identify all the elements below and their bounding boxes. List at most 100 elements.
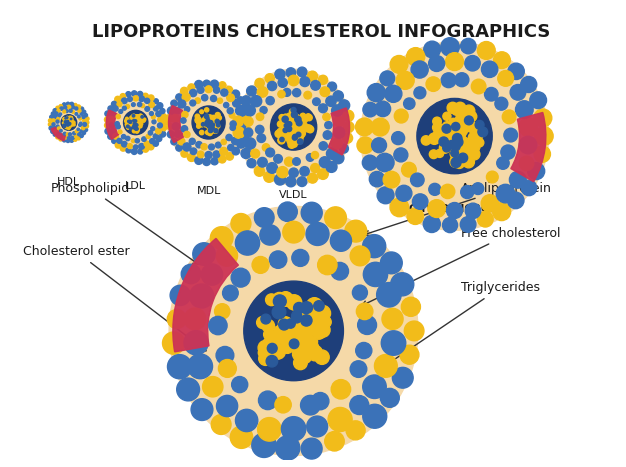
Circle shape xyxy=(69,121,71,123)
Circle shape xyxy=(441,38,459,56)
Circle shape xyxy=(127,120,130,123)
Circle shape xyxy=(244,138,256,149)
Circle shape xyxy=(213,127,218,131)
Circle shape xyxy=(70,102,74,106)
Circle shape xyxy=(279,137,284,142)
Circle shape xyxy=(105,92,166,153)
Circle shape xyxy=(290,323,302,335)
Circle shape xyxy=(299,304,310,316)
Circle shape xyxy=(210,119,215,124)
Circle shape xyxy=(214,129,218,133)
Circle shape xyxy=(68,120,70,123)
Circle shape xyxy=(136,128,140,132)
Circle shape xyxy=(434,130,443,139)
Circle shape xyxy=(301,302,312,313)
Circle shape xyxy=(535,127,553,145)
Circle shape xyxy=(132,121,136,125)
Circle shape xyxy=(195,98,200,103)
Circle shape xyxy=(269,251,287,269)
Circle shape xyxy=(171,100,177,106)
Circle shape xyxy=(207,117,212,121)
Circle shape xyxy=(71,111,74,113)
Circle shape xyxy=(136,126,140,129)
Circle shape xyxy=(286,319,295,328)
Circle shape xyxy=(131,91,137,96)
Circle shape xyxy=(204,121,208,126)
Circle shape xyxy=(289,109,295,114)
Circle shape xyxy=(188,354,213,379)
Circle shape xyxy=(49,115,53,119)
Circle shape xyxy=(481,195,498,212)
Circle shape xyxy=(466,121,477,133)
Circle shape xyxy=(83,119,86,122)
Circle shape xyxy=(285,323,297,335)
Circle shape xyxy=(116,124,120,129)
Circle shape xyxy=(69,109,72,113)
Circle shape xyxy=(200,122,204,127)
Circle shape xyxy=(290,340,304,353)
Circle shape xyxy=(254,208,274,227)
Circle shape xyxy=(218,360,236,377)
Circle shape xyxy=(205,115,210,120)
Circle shape xyxy=(203,116,207,120)
Circle shape xyxy=(67,124,69,126)
Circle shape xyxy=(453,134,462,143)
Circle shape xyxy=(68,133,71,136)
Circle shape xyxy=(207,119,210,123)
Circle shape xyxy=(135,119,138,122)
Circle shape xyxy=(144,141,150,147)
Circle shape xyxy=(283,88,291,96)
Circle shape xyxy=(282,127,288,134)
Circle shape xyxy=(292,134,297,139)
Text: Apolipoprotein: Apolipoprotein xyxy=(364,182,552,235)
Circle shape xyxy=(449,127,461,138)
Circle shape xyxy=(328,408,352,432)
Circle shape xyxy=(68,120,71,123)
Circle shape xyxy=(116,102,156,142)
Circle shape xyxy=(73,121,75,123)
Circle shape xyxy=(232,90,240,98)
Circle shape xyxy=(126,126,130,129)
Circle shape xyxy=(295,116,301,122)
Circle shape xyxy=(215,304,230,319)
Circle shape xyxy=(181,150,188,157)
Circle shape xyxy=(519,118,538,136)
Circle shape xyxy=(236,69,351,185)
Circle shape xyxy=(442,122,452,132)
Circle shape xyxy=(134,123,137,127)
Circle shape xyxy=(449,130,461,142)
Circle shape xyxy=(230,125,235,130)
Circle shape xyxy=(319,142,327,150)
Circle shape xyxy=(339,100,350,111)
Circle shape xyxy=(69,120,71,121)
Circle shape xyxy=(394,148,408,162)
Circle shape xyxy=(54,112,58,115)
Circle shape xyxy=(66,120,68,122)
Circle shape xyxy=(233,99,240,107)
Circle shape xyxy=(229,113,235,118)
Circle shape xyxy=(202,123,205,126)
Circle shape xyxy=(459,107,468,115)
Circle shape xyxy=(71,121,73,123)
Circle shape xyxy=(193,243,215,265)
Circle shape xyxy=(139,114,142,117)
Circle shape xyxy=(290,323,302,334)
Circle shape xyxy=(296,120,302,126)
Circle shape xyxy=(195,119,200,123)
Circle shape xyxy=(165,115,173,122)
Circle shape xyxy=(65,123,67,125)
Circle shape xyxy=(278,202,297,221)
Circle shape xyxy=(295,315,307,328)
Circle shape xyxy=(111,101,116,106)
Circle shape xyxy=(105,128,111,134)
Circle shape xyxy=(471,137,481,146)
Circle shape xyxy=(54,129,58,134)
Circle shape xyxy=(195,118,198,121)
Circle shape xyxy=(138,92,143,96)
Circle shape xyxy=(214,124,218,128)
Circle shape xyxy=(381,389,399,407)
Circle shape xyxy=(296,337,308,348)
Circle shape xyxy=(461,38,476,54)
Circle shape xyxy=(121,134,126,139)
Circle shape xyxy=(493,52,510,69)
